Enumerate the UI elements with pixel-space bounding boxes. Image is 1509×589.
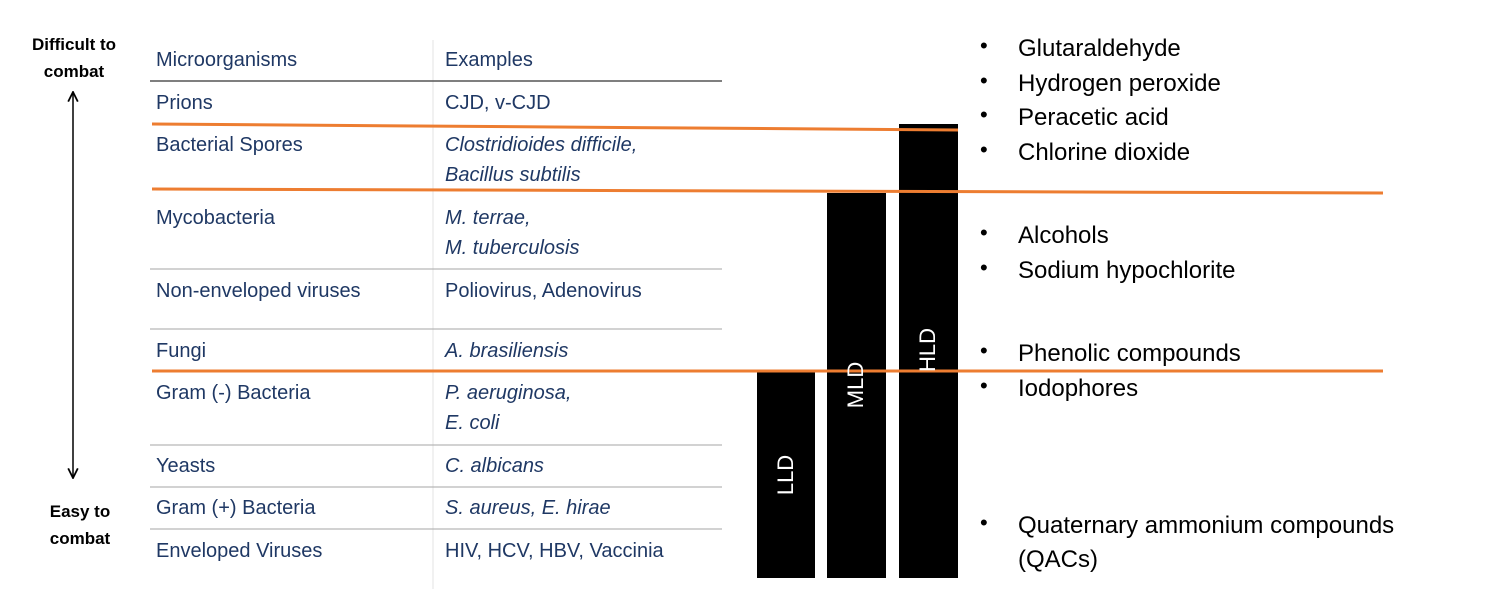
bullet: •	[980, 254, 988, 280]
example: M. tuberculosis	[445, 237, 580, 259]
bullet: •	[980, 136, 988, 162]
example: C. albicans	[445, 455, 544, 477]
example: Bacillus subtilis	[445, 164, 581, 186]
row-rules	[150, 268, 722, 530]
disinfectant: Peracetic acid	[1018, 104, 1169, 131]
bullet: •	[980, 220, 988, 245]
organism: Yeasts	[156, 455, 216, 477]
organism: Bacterial Spores	[156, 134, 303, 156]
disinfectant: Hydrogen peroxide	[1018, 69, 1221, 97]
bullet: •	[980, 372, 988, 398]
disinfectant: Alcohols	[1018, 222, 1109, 249]
example: S. aureus, E. hirae	[445, 497, 611, 519]
organism: Enveloped Viruses	[156, 540, 323, 562]
bullet: •	[980, 102, 988, 127]
example: A. brasiliensis	[445, 340, 569, 362]
top-label: Difficult to combat	[31, 35, 117, 81]
table-header: Examples	[445, 49, 533, 71]
level-label: MLD	[843, 362, 868, 408]
organism: Mycobacteria	[156, 207, 275, 229]
disinfectant: Phenolic compounds	[1018, 340, 1241, 367]
organism: Gram (+) Bacteria	[156, 497, 316, 519]
example: M. terrae,	[445, 207, 531, 229]
lld-bar	[757, 371, 815, 578]
disinfectant: Chlorine dioxide	[1018, 138, 1191, 166]
organism: Non-enveloped viruses	[156, 280, 361, 302]
disinfectant: Sodium hypochlorite	[1018, 256, 1236, 284]
organism: Fungi	[156, 340, 207, 362]
example: E. coli	[445, 412, 500, 434]
example: Clostridioides difficile,	[445, 134, 638, 156]
level-label: LLD	[773, 455, 798, 495]
bullet: •	[980, 338, 988, 363]
table-header: Microorganisms	[156, 49, 298, 71]
level-label: HLD	[915, 328, 940, 372]
disinfectant: Iodophores	[1018, 374, 1139, 402]
example: P. aeruginosa,	[445, 382, 572, 404]
bullet: •	[980, 33, 988, 58]
example: CJD, v-CJD	[445, 92, 551, 114]
organism: Prions	[156, 92, 213, 114]
disinfectant: Glutaraldehyde	[1018, 35, 1181, 62]
level-boundaries	[151, 122, 1384, 373]
hld-bar	[899, 124, 958, 578]
mld-bar	[827, 193, 886, 578]
example: HIV, HCV, HBV, Vaccinia	[445, 540, 664, 562]
example: Poliovirus, Adenovirus	[445, 280, 642, 302]
organism: Gram (-) Bacteria	[156, 382, 311, 404]
bullet: •	[980, 510, 988, 535]
bottom-label: Easy to combat	[49, 502, 111, 548]
bullet: •	[980, 67, 988, 93]
disinfectant: Quaternary ammonium compounds (QACs)	[1018, 512, 1395, 573]
